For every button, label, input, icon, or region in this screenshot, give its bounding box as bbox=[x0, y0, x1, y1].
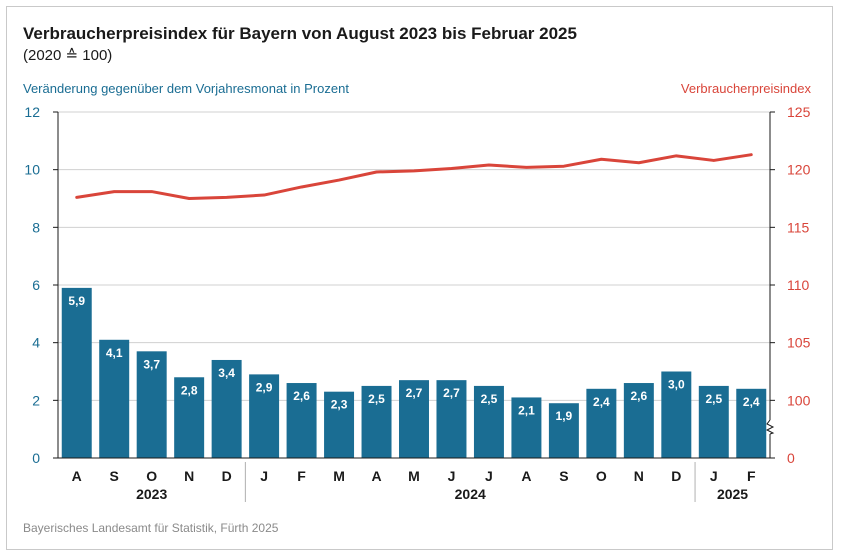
right-tick-label: 110 bbox=[787, 277, 810, 293]
bar bbox=[399, 380, 429, 458]
left-tick-label: 12 bbox=[24, 104, 40, 120]
bar bbox=[661, 371, 692, 458]
bar-value-label: 2,5 bbox=[705, 392, 722, 406]
x-tick-label: J bbox=[260, 468, 268, 484]
right-tick-label: 125 bbox=[787, 104, 811, 120]
bar-value-label: 2,1 bbox=[518, 403, 535, 417]
bar bbox=[473, 385, 504, 458]
bar bbox=[61, 287, 92, 458]
bar-value-label: 1,9 bbox=[556, 409, 573, 423]
x-tick-label: M bbox=[333, 468, 345, 484]
bar-value-label: 3,4 bbox=[218, 366, 235, 380]
bar bbox=[99, 339, 130, 458]
bar bbox=[736, 388, 767, 458]
bar bbox=[361, 385, 392, 458]
bar bbox=[324, 391, 355, 458]
left-tick-label: 2 bbox=[32, 392, 40, 408]
bar bbox=[174, 377, 205, 458]
right-tick-label: 100 bbox=[787, 392, 811, 408]
x-tick-label: D bbox=[222, 468, 232, 484]
bar bbox=[511, 397, 542, 458]
left-axis-label: Veränderung gegenüber dem Vorjahresmonat… bbox=[23, 81, 349, 96]
bar bbox=[698, 385, 729, 458]
bar bbox=[211, 359, 242, 458]
index-line bbox=[75, 153, 753, 200]
bar-value-label: 2,4 bbox=[743, 395, 760, 409]
x-tick-label: F bbox=[747, 468, 756, 484]
year-label: 2024 bbox=[455, 486, 486, 502]
year-label: 2023 bbox=[136, 486, 167, 502]
bar-value-label: 2,8 bbox=[181, 383, 198, 397]
left-tick-label: 0 bbox=[32, 450, 40, 466]
x-tick-label: A bbox=[521, 468, 531, 484]
x-tick-label: A bbox=[72, 468, 82, 484]
x-tick-label: O bbox=[596, 468, 607, 484]
x-tick-label: A bbox=[371, 468, 381, 484]
bar-value-label: 2,6 bbox=[293, 389, 310, 403]
x-tick-label: J bbox=[485, 468, 493, 484]
x-tick-label: N bbox=[184, 468, 194, 484]
bar-value-label: 2,7 bbox=[443, 386, 460, 400]
left-tick-label: 6 bbox=[32, 277, 40, 293]
bar-value-label: 5,9 bbox=[68, 294, 85, 308]
bar-value-label: 2,5 bbox=[481, 392, 498, 406]
bar-value-label: 3,7 bbox=[143, 357, 160, 371]
x-tick-label: J bbox=[710, 468, 718, 484]
x-tick-label: S bbox=[110, 468, 119, 484]
left-tick-label: 8 bbox=[32, 219, 40, 235]
x-tick-label: D bbox=[671, 468, 681, 484]
bar-value-label: 2,4 bbox=[593, 395, 610, 409]
bar bbox=[436, 380, 467, 458]
source-note: Bayerisches Landesamt für Statistik, Für… bbox=[23, 521, 279, 535]
bar-value-label: 2,7 bbox=[406, 386, 423, 400]
x-tick-label: N bbox=[634, 468, 644, 484]
right-tick-label: 120 bbox=[787, 162, 811, 178]
chart-title: Verbraucherpreisindex für Bayern von Aug… bbox=[23, 24, 577, 43]
x-tick-label: M bbox=[408, 468, 420, 484]
x-tick-label: F bbox=[297, 468, 306, 484]
bar-value-label: 2,9 bbox=[256, 380, 273, 394]
bar bbox=[136, 351, 167, 458]
bar-value-label: 2,6 bbox=[630, 389, 647, 403]
axis-break-icon bbox=[765, 419, 775, 435]
right-axis-label: Verbraucherpreisindex bbox=[680, 81, 811, 96]
bar bbox=[548, 403, 579, 458]
right-tick-label: 115 bbox=[787, 219, 810, 235]
bar-value-label: 3,0 bbox=[668, 378, 685, 392]
left-tick-label: 4 bbox=[32, 335, 40, 351]
bar bbox=[623, 383, 654, 458]
bar bbox=[586, 388, 617, 458]
bar bbox=[249, 374, 280, 458]
right-tick-label: 105 bbox=[787, 335, 811, 351]
bar bbox=[286, 383, 317, 458]
x-tick-label: S bbox=[559, 468, 568, 484]
chart-frame bbox=[6, 6, 833, 550]
chart-subtitle: (2020 ≙ 100) bbox=[23, 47, 113, 64]
left-tick-label: 10 bbox=[24, 162, 40, 178]
x-tick-label: J bbox=[448, 468, 456, 484]
x-tick-label: O bbox=[146, 468, 157, 484]
bar-value-label: 2,5 bbox=[368, 392, 385, 406]
year-label: 2025 bbox=[717, 486, 748, 502]
bar-value-label: 2,3 bbox=[331, 398, 348, 412]
bar-value-label: 4,1 bbox=[106, 346, 123, 360]
right-tick-label: 0 bbox=[787, 450, 795, 466]
